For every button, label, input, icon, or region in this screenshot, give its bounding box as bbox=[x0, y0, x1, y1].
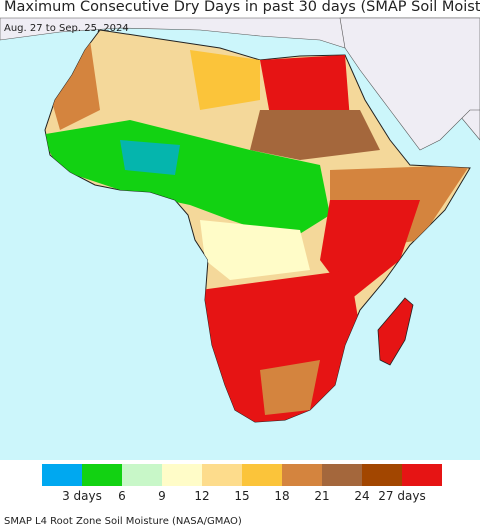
subtitle: Aug. 27 to Sep. 25, 2024 bbox=[4, 23, 129, 34]
field-wet bbox=[120, 140, 180, 175]
field-south-red bbox=[200, 270, 360, 422]
legend-label: 9 bbox=[158, 489, 166, 503]
legend-label: 12 bbox=[194, 489, 209, 503]
source: SMAP L4 Root Zone Soil Moisture (NASA/GM… bbox=[4, 516, 242, 527]
legend-swatch bbox=[362, 464, 402, 486]
legend-label: 21 bbox=[314, 489, 329, 503]
legend-label: 18 bbox=[274, 489, 289, 503]
legend-swatch bbox=[322, 464, 362, 486]
field-south-east bbox=[260, 360, 320, 415]
title: Maximum Consecutive Dry Days in past 30 … bbox=[4, 0, 480, 15]
legend-label: 27 days bbox=[378, 489, 425, 503]
legend-swatch bbox=[82, 464, 122, 486]
legend-label: 24 bbox=[354, 489, 369, 503]
legend-label: 15 bbox=[234, 489, 249, 503]
legend-swatch bbox=[242, 464, 282, 486]
legend-label: 3 days bbox=[62, 489, 102, 503]
legend-label: 6 bbox=[118, 489, 126, 503]
madagascar bbox=[377, 297, 414, 366]
dry-day-fields bbox=[45, 40, 470, 422]
field-green bbox=[45, 120, 330, 240]
arabia bbox=[339, 17, 480, 151]
field-red-north bbox=[260, 55, 350, 120]
legend-swatch bbox=[282, 464, 322, 486]
legend-swatch bbox=[402, 464, 442, 486]
legend-swatch bbox=[162, 464, 202, 486]
field-central-north bbox=[190, 50, 260, 110]
legend-swatch bbox=[202, 464, 242, 486]
field-congo bbox=[200, 220, 310, 280]
field-sudan bbox=[250, 110, 380, 160]
legend-swatch bbox=[122, 464, 162, 486]
legend-swatch bbox=[42, 464, 82, 486]
